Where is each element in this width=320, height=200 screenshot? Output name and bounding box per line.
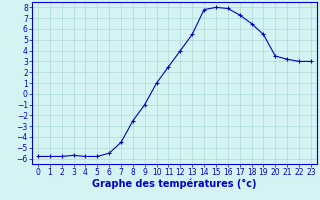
X-axis label: Graphe des températures (°c): Graphe des températures (°c) (92, 179, 257, 189)
